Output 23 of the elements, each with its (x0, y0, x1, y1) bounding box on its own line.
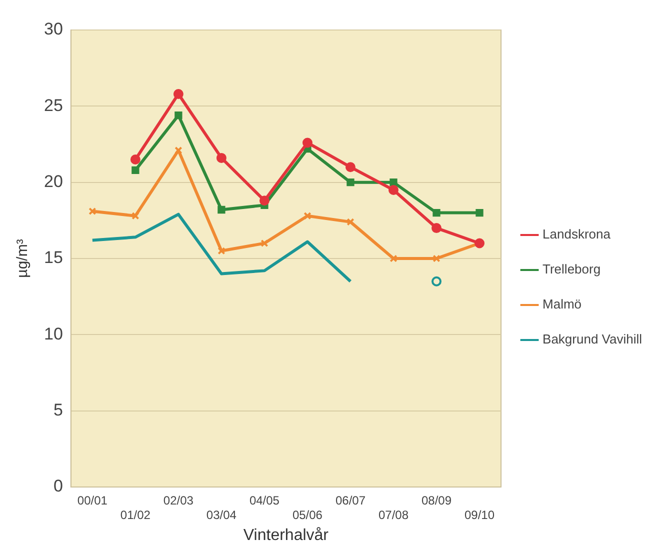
y-axis-title: µg/m³ (14, 239, 32, 278)
x-tick-label: 00/01 (77, 494, 108, 508)
y-tick-label: 0 (53, 476, 63, 496)
x-tick-label: 03/04 (206, 508, 237, 522)
x-axis-title: Vinterhalvår (243, 526, 330, 544)
x-tick-label: 05/06 (292, 508, 323, 522)
x-tick-label: 08/09 (421, 494, 452, 508)
legend-label: Landskrona (542, 226, 612, 242)
x-tick-label: 02/03 (163, 494, 194, 508)
x-tick-label: 09/10 (464, 508, 495, 522)
x-tick-label: 06/07 (335, 494, 366, 508)
y-tick-label: 25 (44, 96, 63, 115)
x-tick-label: 04/05 (249, 494, 280, 508)
y-tick-label: 15 (44, 248, 63, 268)
y-tick-label: 10 (44, 324, 63, 344)
y-tick-label: 20 (44, 172, 63, 192)
x-tick-label: 07/08 (378, 508, 409, 522)
y-tick-label: 5 (53, 400, 63, 420)
legend-label: Bakgrund Vavihill (542, 332, 642, 347)
y-tick-label: 30 (44, 20, 63, 39)
x-tick-label: 01/02 (120, 508, 151, 522)
legend-label: Malmö (542, 296, 582, 312)
legend-label: Trelleborg (542, 262, 601, 277)
